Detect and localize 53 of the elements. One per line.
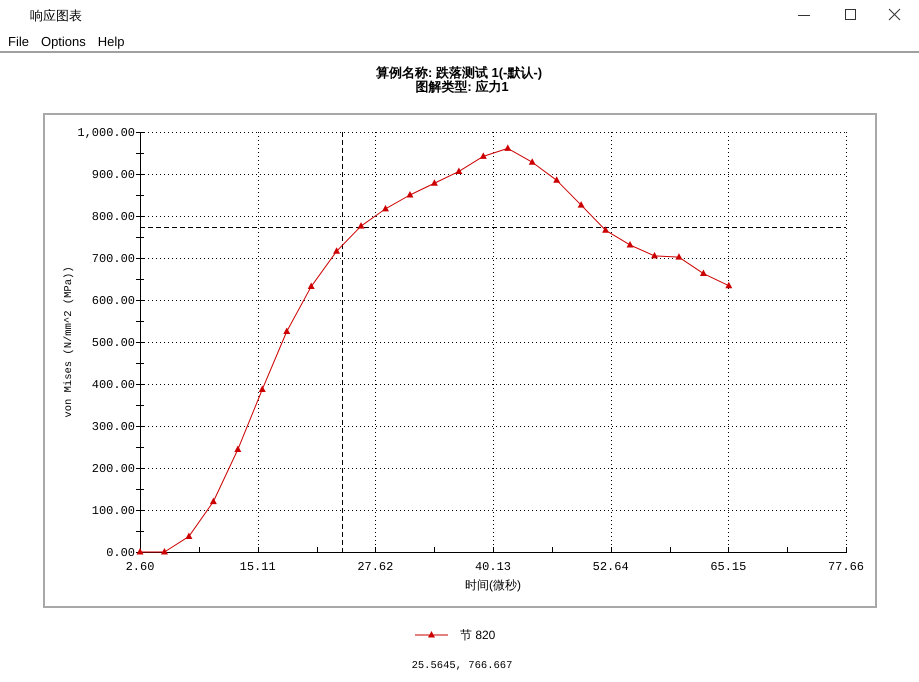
text: 响应图表 <box>30 8 82 23</box>
point <box>626 240 634 248</box>
x-tick-label: 52.64 <box>592 560 629 574</box>
text: Options <box>40 34 86 49</box>
y-axis-title: von Mises (N/mm^2 (MPa)) <box>63 266 75 418</box>
point <box>160 548 168 554</box>
point <box>283 328 290 334</box>
y-tick-label: 900.00 <box>92 168 135 182</box>
chart-title: 算例名称: 跌落测试 1(-默认-) <box>374 65 542 80</box>
x-tick-label: 40.13 <box>474 560 512 574</box>
point <box>430 179 438 186</box>
point <box>651 252 658 258</box>
point <box>258 385 266 392</box>
x-tick-label: 77.66 <box>828 560 864 574</box>
text: 25.5645, 766.667 <box>412 660 512 672</box>
x-axis-title: 时间(微秒) <box>465 578 521 592</box>
y-tick-label: 400.00 <box>92 378 135 392</box>
point <box>528 158 536 165</box>
point <box>455 167 462 174</box>
y-tick-label: 100.00 <box>92 504 135 518</box>
point <box>578 201 585 208</box>
point <box>480 152 487 159</box>
x-tick-label: 2.60 <box>126 560 154 574</box>
text: File <box>8 34 29 49</box>
point <box>358 222 365 229</box>
y-tick-label: 300.00 <box>92 420 135 434</box>
y-tick-label: 200.00 <box>92 462 135 476</box>
y-tick-label: 500.00 <box>92 336 135 350</box>
point <box>185 532 192 539</box>
legend-label: 节 820 <box>460 628 496 642</box>
text: Help <box>98 34 125 49</box>
point <box>308 282 315 290</box>
point <box>700 270 707 276</box>
y-tick-label: 800.00 <box>92 210 135 224</box>
point <box>553 176 560 183</box>
point <box>234 446 242 452</box>
y-tick-label: 700.00 <box>92 252 135 266</box>
point <box>504 144 512 151</box>
point <box>136 548 144 554</box>
y-tick-label: 0.00 <box>106 546 135 560</box>
chart-subtitle: 图解类型: 应力1 <box>415 79 509 94</box>
point <box>382 204 389 212</box>
x-tick-label: 65.15 <box>710 560 746 574</box>
y-tick-label: 1,000.00 <box>77 126 135 140</box>
point <box>675 253 682 260</box>
point <box>725 282 732 288</box>
x-tick-label: 15.11 <box>240 560 276 574</box>
y-tick-label: 600.00 <box>92 294 135 308</box>
point <box>333 247 340 254</box>
point <box>406 191 414 198</box>
point <box>210 498 217 504</box>
point <box>602 226 610 233</box>
x-tick-label: 27.62 <box>357 560 394 574</box>
